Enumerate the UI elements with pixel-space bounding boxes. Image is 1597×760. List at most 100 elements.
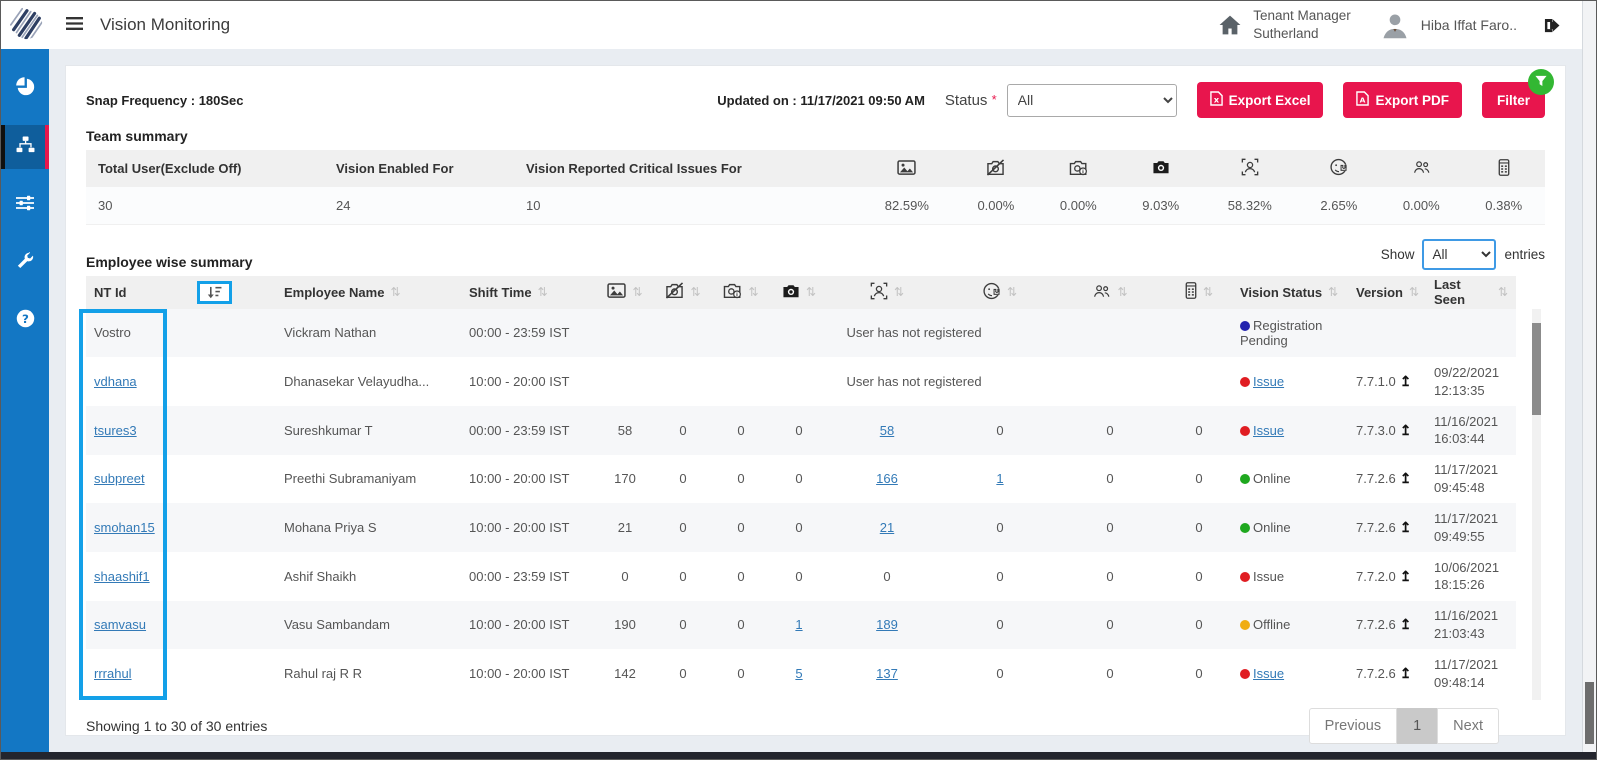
- showing-entries-text: Showing 1 to 30 of 30 entries: [86, 718, 268, 734]
- table-scrollbar[interactable]: [1532, 308, 1541, 700]
- next-page-button[interactable]: Next: [1437, 708, 1499, 744]
- column-header-mobile-detected-icon: ⇅: [1166, 275, 1232, 309]
- column-header-nt-id: NT Id: [86, 275, 276, 309]
- sort-icon[interactable]: ⇅: [1497, 285, 1508, 299]
- team-summary-table: Total User(Exclude Off) Vision Enabled Fo…: [86, 150, 1545, 225]
- column-header-multiple-persons-icon: ⇅: [1054, 275, 1166, 309]
- status-link[interactable]: Issue: [1253, 422, 1285, 438]
- ntid-link[interactable]: samvasu: [94, 617, 147, 633]
- ntid-link[interactable]: tsures3: [94, 422, 137, 438]
- employee-row: rrrahul Rahul raj R R 10:00 - 20:00 IST 142…: [86, 649, 1516, 698]
- ntid-link[interactable]: shaashif1: [94, 568, 150, 584]
- vision-status-cell: Online: [1232, 503, 1348, 552]
- metric-link[interactable]: 189: [876, 617, 898, 633]
- ntid-link[interactable]: subpreet: [94, 471, 145, 487]
- metric-cell: 0: [1106, 520, 1114, 536]
- metric-link[interactable]: 21: [879, 520, 895, 536]
- sort-icon[interactable]: ⇅: [748, 285, 759, 299]
- tenant-name: Sutherland: [1253, 26, 1319, 41]
- home-icon[interactable]: [1219, 15, 1241, 35]
- column-header-face-detection-icon: ⇅: [828, 275, 946, 309]
- metric-cell: 0: [1195, 666, 1203, 682]
- metric-cell: 142: [614, 666, 636, 682]
- sort-icon[interactable]: ⇅: [1202, 285, 1214, 299]
- filter-button[interactable]: Filter: [1481, 69, 1554, 118]
- sidebar-item-wrench[interactable]: [1, 241, 49, 285]
- svg-text:i: i: [737, 292, 739, 298]
- employee-row: tsures3 Sureshkumar T 00:00 - 23:59 IST 58 0…: [86, 405, 1516, 455]
- team-summary-value: 0.00%: [954, 187, 1038, 225]
- sort-icon[interactable]: ⇅: [1006, 285, 1018, 299]
- employee-name-cell: Sureshkumar T: [284, 422, 373, 438]
- ntid-link[interactable]: vdhana: [94, 374, 137, 390]
- export-excel-button[interactable]: x Export Excel: [1196, 82, 1324, 118]
- status-select[interactable]: All: [1006, 83, 1177, 117]
- sort-icon[interactable]: ⇅: [632, 285, 643, 299]
- ntid-link[interactable]: smohan15: [94, 520, 155, 536]
- employee-row: smohan15 Mohana Priya S 10:00 - 20:00 IST 2…: [86, 503, 1516, 552]
- metric-cell: 58: [828, 406, 946, 455]
- metric-cell: 166: [828, 455, 946, 504]
- metric-cell: 170: [614, 471, 636, 487]
- version-cell: 7.7.3.0 ↥: [1356, 421, 1412, 438]
- sort-icon[interactable]: ⇅: [1328, 285, 1339, 299]
- show-entries-select[interactable]: All: [1422, 238, 1497, 270]
- window-scrollbar[interactable]: [1582, 1, 1596, 752]
- status-link[interactable]: Issue: [1253, 374, 1285, 390]
- status-dot: [1240, 669, 1250, 680]
- metric-cell: 0: [1195, 471, 1203, 487]
- sitemap-icon: [16, 136, 35, 158]
- previous-page-button[interactable]: Previous: [1308, 708, 1398, 744]
- sort-icon[interactable]: ⇅: [1117, 285, 1128, 299]
- metric-cell: 0: [1106, 471, 1114, 487]
- sort-icon[interactable]: ⇅: [390, 285, 401, 299]
- sort-icon[interactable]: ⇅: [893, 285, 905, 299]
- version-cell: [1348, 309, 1426, 358]
- metric-cell: 0: [883, 568, 891, 584]
- ntid-link[interactable]: rrrahul: [94, 666, 132, 682]
- user-avatar-icon[interactable]: [1381, 11, 1409, 39]
- window-scrollbar-thumb[interactable]: [1585, 682, 1594, 744]
- sort-icon[interactable]: ⇅: [805, 285, 817, 299]
- metric-cell: 0: [795, 520, 803, 536]
- logout-icon[interactable]: [1543, 18, 1560, 33]
- sidebar-item-sitemap[interactable]: [1, 125, 49, 169]
- metric-link[interactable]: 137: [876, 666, 898, 682]
- status-dot: [1240, 523, 1250, 534]
- metric-cell: 0: [679, 422, 687, 438]
- ntid-cell: subpreet: [86, 455, 276, 504]
- page-1-button[interactable]: 1: [1397, 708, 1438, 744]
- hamburger-menu-button[interactable]: [65, 16, 84, 34]
- app-logo[interactable]: [1, 1, 51, 49]
- metric-cell: 0: [679, 568, 687, 584]
- metric-link[interactable]: 166: [876, 471, 898, 487]
- sort-icon[interactable]: ⇅: [690, 285, 701, 299]
- camera-capture-icon: [1119, 150, 1202, 187]
- multiple-persons-icon: [1380, 150, 1463, 187]
- metric-cell: 0: [737, 666, 745, 682]
- team-summary-value: 0.00%: [1037, 187, 1120, 225]
- sidebar: ?: [1, 49, 49, 752]
- employee-name-cell: Ashif Shaikh: [284, 568, 357, 584]
- metric-link[interactable]: 5: [795, 666, 803, 682]
- table-scrollbar-thumb[interactable]: [1532, 322, 1541, 415]
- metric-link[interactable]: 58: [879, 422, 895, 438]
- metric-link[interactable]: 1: [996, 471, 1004, 487]
- updated-on-label: Updated on : 11/17/2021 09:50 AM: [717, 92, 925, 108]
- export-pdf-button[interactable]: A Export PDF: [1343, 82, 1462, 118]
- active-sort-icon-annotated[interactable]: [196, 280, 232, 304]
- sort-icon[interactable]: ⇅: [537, 285, 548, 299]
- show-entries-control: Show All entries: [1381, 238, 1545, 270]
- sidebar-item-help[interactable]: ?: [1, 299, 49, 343]
- content-card: Snap Frequency : 180Sec Updated on : 11/…: [65, 65, 1566, 744]
- user-name: Hiba Iffat Faro..: [1420, 17, 1517, 33]
- metric-cell: 0: [996, 666, 1004, 682]
- camera-capture-icon: [782, 283, 800, 302]
- status-link[interactable]: Issue: [1253, 666, 1285, 682]
- metric-link[interactable]: 1: [795, 617, 803, 633]
- shift-time-cell: 10:00 - 20:00 IST: [469, 374, 570, 390]
- sidebar-item-pie-chart[interactable]: [1, 67, 49, 111]
- sidebar-item-sliders[interactable]: [1, 183, 49, 227]
- sort-icon[interactable]: ⇅: [1408, 285, 1420, 299]
- update-arrow-icon: ↥: [1399, 665, 1412, 682]
